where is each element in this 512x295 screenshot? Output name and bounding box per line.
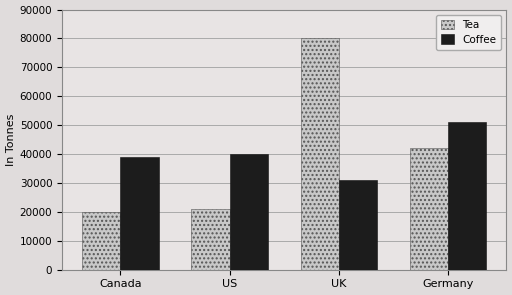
Bar	[120, 157, 159, 270]
Bar	[448, 122, 486, 270]
Y-axis label: In Tonnes: In Tonnes	[6, 114, 15, 166]
Bar	[230, 154, 268, 270]
Bar	[82, 212, 120, 270]
Bar	[301, 38, 339, 270]
Legend: Tea, Coffee: Tea, Coffee	[436, 15, 501, 50]
Bar	[410, 148, 448, 270]
Bar	[339, 180, 377, 270]
Bar	[191, 209, 230, 270]
